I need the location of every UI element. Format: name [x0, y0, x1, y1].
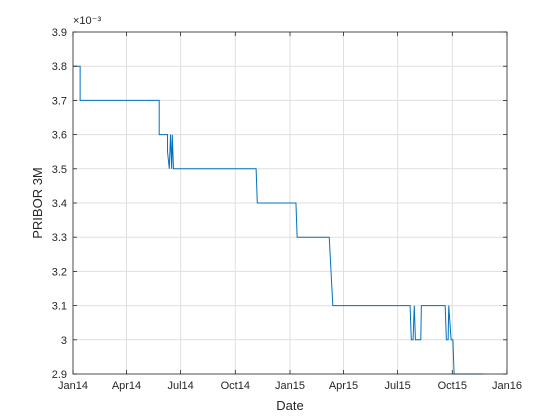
x-tick-label: Jan16	[492, 380, 522, 392]
y-tick-label: 3.2	[52, 266, 67, 278]
y-tick-label: 3.9	[52, 27, 67, 39]
x-tick-label: Oct15	[438, 380, 467, 392]
x-tick-label: Apr15	[329, 380, 358, 392]
x-tick-labels: Jan14 Apr14 Jul14 Oct14 Jan15 Apr15 Jul15 Oct15…	[58, 380, 522, 392]
ticks	[72, 31, 508, 375]
y-tick-label: 3.7	[52, 95, 67, 107]
y-exponent-label: ×10⁻³	[73, 15, 101, 27]
series-layer	[73, 65, 484, 375]
y-tick-label: 3.6	[52, 130, 67, 142]
grid	[72, 31, 508, 375]
y-tick-label: 3	[61, 335, 67, 347]
y-axis-label: PRIBOR 3M	[30, 167, 45, 239]
series-line	[73, 65, 484, 375]
x-tick-label: Jul14	[167, 380, 193, 392]
x-axis-label: Date	[276, 398, 303, 413]
x-tick-label: Apr14	[112, 380, 141, 392]
x-tick-label: Oct14	[221, 380, 250, 392]
x-tick-label: Jan15	[275, 380, 305, 392]
y-tick-label: 2.9	[52, 369, 67, 381]
y-tick-label: 3.5	[52, 164, 67, 176]
y-tick-label: 3.8	[52, 61, 67, 73]
x-tick-label: Jan14	[58, 380, 88, 392]
y-tick-label: 3.1	[52, 301, 67, 313]
y-tick-label: 3.3	[52, 232, 67, 244]
x-tick-label: Jul15	[384, 380, 410, 392]
y-tick-labels: 2.9 3 3.1 3.2 3.3 3.4 3.5 3.6 3.7 3.8 3.9	[52, 27, 67, 381]
y-tick-label: 3.4	[52, 198, 67, 210]
